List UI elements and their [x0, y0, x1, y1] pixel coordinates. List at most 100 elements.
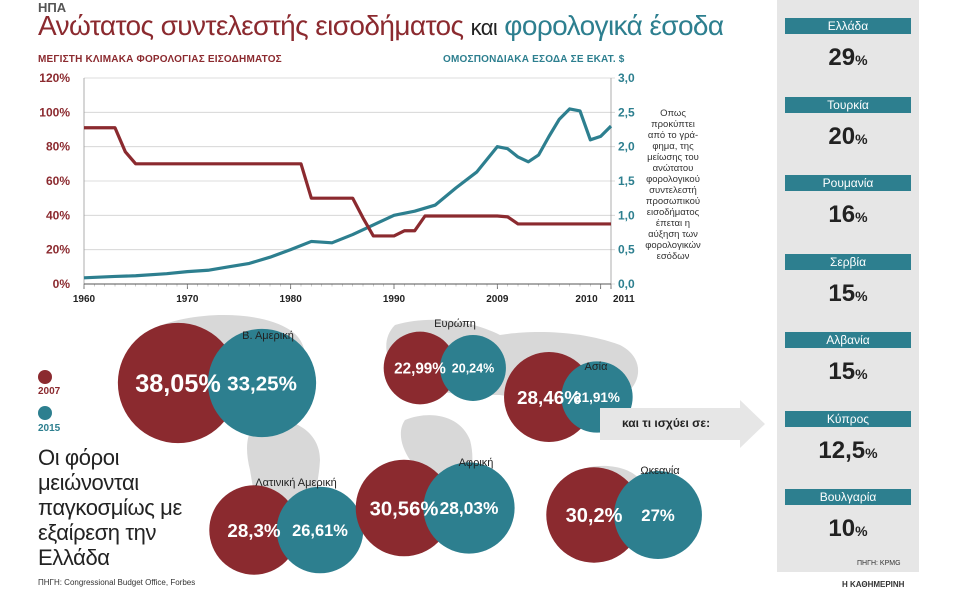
country-rate: 10%: [785, 515, 911, 543]
tax-rate-line: [84, 126, 611, 238]
rate-value: 15: [828, 279, 856, 307]
header-tag: ΗΠΑ: [38, 0, 67, 15]
bubble-label-2007: 38,05%: [135, 370, 221, 398]
rate-value: 15: [828, 358, 856, 385]
region-name: Ευρώπη: [434, 318, 476, 330]
note-line: προκύπτει: [651, 119, 695, 130]
country-panel: Ελλάδα 29% Τουρκία 20% Ρουμανία 16% Σερβία 15% Α…: [777, 0, 919, 572]
rate-value: 29: [828, 44, 856, 71]
bubble-2015: [423, 462, 515, 554]
note-line: Οπως: [660, 108, 686, 119]
title-part-1: Ανώτατος συντελεστής εισοδήματος: [38, 10, 464, 41]
bubble-label-2015: 33,25%: [227, 372, 297, 395]
country-rate: 12,5%: [785, 437, 911, 465]
region-name: Λατινική Αμερική: [255, 477, 336, 489]
legend-2015-label: 2015: [38, 423, 61, 434]
bubble-2007: [383, 331, 457, 405]
left-tick-label: 120%: [39, 71, 70, 85]
right-tick-label: 2,5: [618, 105, 635, 119]
bubble-label-2007: 30,2%: [566, 505, 623, 527]
bubble-label-2015: 20,24%: [452, 362, 494, 376]
right-axis-title: ΟΜΟΣΠΟΝΔΙΑΚΑ ΕΣΟΔΑ ΣΕ ΕΚΑΤ. $: [443, 54, 625, 65]
bubble-label-2007: 30,56%: [370, 498, 439, 520]
bubble-chart: 38,05% 33,25% Β. Αμερική 22,99% 20,24% Ευρώπη…: [117, 315, 702, 575]
table-heading: και τι ισχύει σε:: [622, 416, 711, 430]
left-axis-title: ΜΕΓΙΣΤΗ ΚΛΙΜΑΚΑ ΦΟΡΟΛΟΓΙΑΣ ΕΙΣΟΔΗΜΑΤΟΣ: [38, 54, 282, 65]
country-name: Ελλάδα: [785, 18, 911, 34]
bubble-2007: [546, 467, 642, 563]
x-tick-label: 1990: [383, 294, 406, 302]
note-line: αύξηση των: [648, 229, 698, 240]
right-tick-label: 3,0: [618, 71, 635, 85]
bubble-label-2007: 22,99%: [394, 360, 446, 377]
bubble-label-2007: 28,3%: [227, 520, 281, 541]
bubble-2015: [440, 335, 506, 401]
rate-unit: %: [855, 130, 868, 147]
country-name: Ρουμανία: [785, 175, 911, 191]
rate-value: 20: [828, 122, 856, 150]
left-tick-label: 60%: [46, 174, 70, 188]
rate-unit: %: [865, 444, 878, 461]
rate-value: 12,5: [818, 436, 866, 464]
bubble-label-2015: 27%: [641, 506, 675, 525]
bubble-2015: [207, 328, 317, 438]
note-line: εσόδων: [656, 251, 690, 262]
page-title: Ανώτατος συντελεστής εισοδήματος και φορ…: [38, 10, 724, 42]
right-tick-label: 2,0: [618, 140, 635, 154]
note-line: έπεται η: [655, 218, 691, 229]
panel-source: ΠΗΓΗ: KPMG: [857, 560, 901, 567]
rate-unit: %: [855, 209, 868, 225]
right-tick-label: 0,5: [618, 243, 635, 257]
region-name: Ωκεανία: [640, 465, 680, 477]
note-line: ανώτατου: [652, 163, 694, 174]
note-line: φημα, της: [652, 141, 694, 152]
arrow-shape: [600, 400, 765, 448]
rate-unit: %: [855, 523, 868, 539]
note-line: από το γρά-: [647, 130, 699, 141]
bubble-label-2007: 28,46%: [517, 388, 581, 409]
region-name: Αφρική: [459, 457, 494, 469]
note-line: προσωπικού: [645, 196, 701, 207]
rate-unit: %: [855, 366, 868, 382]
country-name: Κύπρος: [785, 410, 911, 427]
bubble-2007: [117, 322, 239, 444]
publisher-label: Η ΚΑΘΗΜΕΡΙΝΗ: [842, 580, 905, 589]
bubble-2015: [614, 471, 702, 559]
bubble-label-2015: 21,91%: [574, 390, 620, 405]
bubble-2015: [276, 486, 364, 574]
region-name: Β. Αμερική: [242, 330, 294, 342]
bubble-2007: [209, 485, 299, 575]
note-line: μείωσης του: [647, 152, 699, 163]
country-name: Τουρκία: [785, 96, 911, 113]
legend-2015-swatch: [38, 406, 52, 420]
country-name: Σερβία: [785, 253, 911, 270]
bubble-label-2015: 28,03%: [440, 498, 499, 518]
right-tick-label: 0,0: [618, 277, 635, 291]
note-line: συντελεστή: [649, 185, 697, 196]
rate-value: 10: [828, 515, 856, 542]
country-rate: 29%: [785, 44, 911, 72]
country-name: Αλβανία: [785, 332, 911, 348]
x-tick-label: 2009: [486, 294, 509, 302]
x-tick-label: 2011: [613, 294, 635, 302]
country-rate: 15%: [785, 280, 911, 308]
legend-2007-label: 2007: [38, 386, 61, 397]
left-tick-label: 40%: [46, 208, 70, 222]
country-rate: 16%: [785, 201, 911, 229]
title-part-3: φορολογικά έσοδα: [504, 10, 724, 41]
x-tick-label: 1960: [73, 294, 96, 302]
legend-2007-swatch: [38, 370, 52, 384]
x-tick-label: 1980: [280, 294, 303, 302]
left-tick-label: 80%: [46, 140, 70, 154]
chart-note: Οπως προκύπτει από το γρά-φημα, της μείωσης…: [634, 108, 712, 262]
note-line: εισοδήματος: [646, 207, 700, 218]
bubble-2007: [355, 459, 453, 557]
country-name: Βουλγαρία: [785, 489, 911, 505]
line-chart: 0% 20% 40% 60% 80% 100% 120% 0,0 0,5 1,0 1,5 2,0 2,5…: [39, 71, 635, 302]
right-tick-label: 1,5: [618, 174, 635, 188]
x-tick-label: 1970: [176, 294, 199, 302]
left-tick-label: 0%: [53, 277, 71, 291]
country-rate: 15%: [785, 358, 911, 386]
rate-unit: %: [855, 52, 868, 68]
left-tick-label: 100%: [39, 105, 70, 119]
